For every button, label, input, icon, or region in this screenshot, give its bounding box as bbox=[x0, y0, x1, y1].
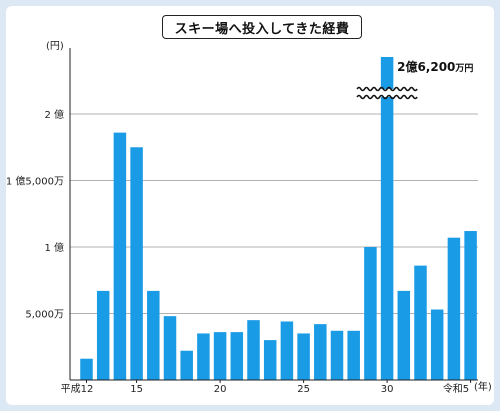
annotation-unit: 万円 bbox=[454, 63, 473, 74]
bar bbox=[464, 231, 477, 380]
bar bbox=[247, 320, 260, 380]
bar bbox=[80, 358, 93, 380]
axis-break-line bbox=[356, 94, 418, 100]
x-axis-unit-label: (年) bbox=[474, 380, 492, 393]
bar bbox=[130, 147, 143, 380]
x-tick-label: 20 bbox=[214, 384, 227, 395]
bar bbox=[113, 132, 127, 380]
x-tick-label: 30 bbox=[381, 384, 394, 395]
bar bbox=[180, 350, 193, 380]
bar bbox=[347, 330, 360, 380]
bar bbox=[280, 321, 294, 380]
bar bbox=[397, 290, 411, 380]
axis-break-line bbox=[356, 86, 418, 92]
bar bbox=[297, 333, 310, 380]
bar bbox=[330, 330, 344, 380]
x-tick-label: 令和5 bbox=[443, 382, 469, 395]
bar bbox=[230, 332, 244, 380]
annotation-value: 2億6,200 bbox=[397, 59, 455, 74]
bar bbox=[147, 290, 160, 380]
y-tick-label: 1 億5,000万 bbox=[6, 175, 64, 188]
y-tick-label: 5,000万 bbox=[25, 310, 64, 321]
bar bbox=[263, 340, 277, 380]
y-tick-label: 2 億 bbox=[44, 108, 64, 121]
bar bbox=[163, 316, 177, 380]
bar bbox=[414, 265, 427, 380]
bar bbox=[380, 57, 394, 380]
y-tick-label: 1 億 bbox=[44, 241, 64, 254]
bar bbox=[213, 332, 227, 380]
bar bbox=[430, 309, 444, 380]
bar bbox=[364, 247, 377, 380]
bar-value-annotation: 2億6,200万円 bbox=[397, 59, 473, 74]
y-axis-unit-label: (円) bbox=[46, 41, 64, 52]
x-tick-label: 25 bbox=[297, 384, 310, 395]
bar bbox=[314, 324, 327, 380]
bar bbox=[96, 290, 110, 380]
bar bbox=[447, 237, 461, 380]
axis-break-gap bbox=[356, 89, 419, 97]
bar bbox=[197, 333, 210, 380]
x-tick-label: 平成12 bbox=[61, 383, 94, 395]
x-tick-label: 15 bbox=[130, 384, 143, 395]
chart-title: スキー場へ投入してきた経費 bbox=[162, 15, 362, 39]
